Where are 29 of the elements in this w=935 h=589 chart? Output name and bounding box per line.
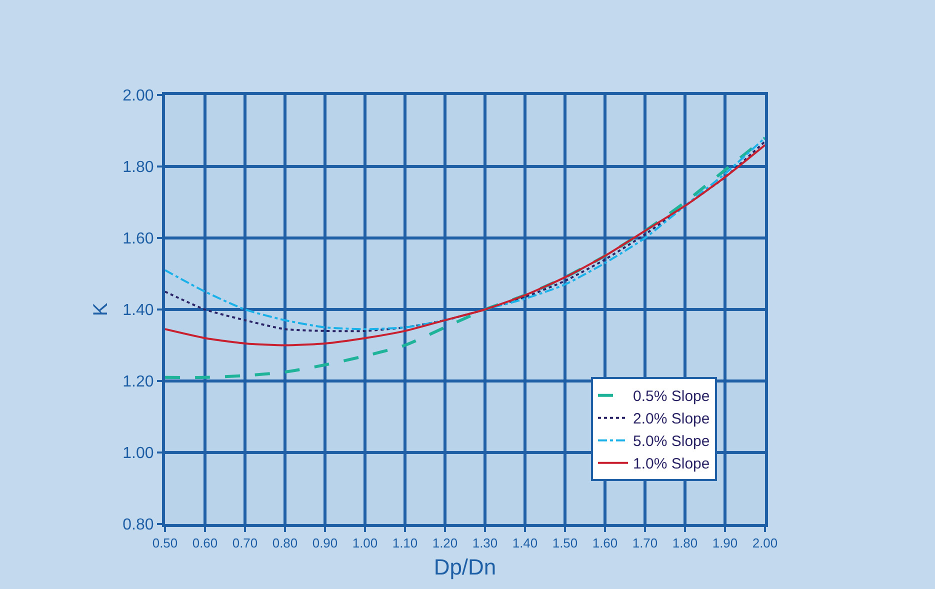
x-tick-label: 0.60: [192, 536, 218, 551]
x-tick-label: 1.40: [512, 536, 538, 551]
x-tick-label: 1.70: [632, 536, 658, 551]
x-tick-label: 1.60: [592, 536, 618, 551]
legend-label: 0.5% Slope: [633, 388, 710, 406]
x-tick-label: 2.00: [752, 536, 778, 551]
x-tick-label: 1.10: [392, 536, 418, 551]
x-axis-title: Dp/Dn: [434, 554, 496, 580]
legend-label: 2.0% Slope: [633, 410, 710, 428]
legend-label: 5.0% Slope: [633, 433, 710, 450]
y-tick-label: 1.60: [122, 230, 154, 248]
x-tick-label: 1.30: [472, 536, 498, 551]
x-tick-label: 0.70: [232, 536, 258, 551]
y-tick-label: 1.00: [122, 445, 154, 462]
y-axis-title: K: [90, 302, 112, 316]
x-tick-label: 0.80: [272, 536, 298, 551]
y-tick-label: 1.20: [122, 374, 154, 391]
y-tick-label: 0.80: [122, 516, 154, 534]
y-tick-label: 1.80: [122, 159, 154, 176]
x-tick-label: 1.80: [672, 536, 698, 551]
x-tick-label: 1.20: [432, 536, 458, 551]
x-tick-label: 0.50: [152, 536, 178, 551]
y-tick-label: 2.00: [122, 88, 154, 105]
legend-label: 1.0% Slope: [633, 456, 710, 473]
x-tick-label: 1.50: [552, 536, 578, 551]
x-tick-label: 1.00: [352, 536, 378, 551]
y-tick-label: 1.40: [122, 302, 154, 320]
x-tick-label: 0.90: [312, 536, 338, 551]
x-tick-label: 1.90: [712, 536, 738, 551]
